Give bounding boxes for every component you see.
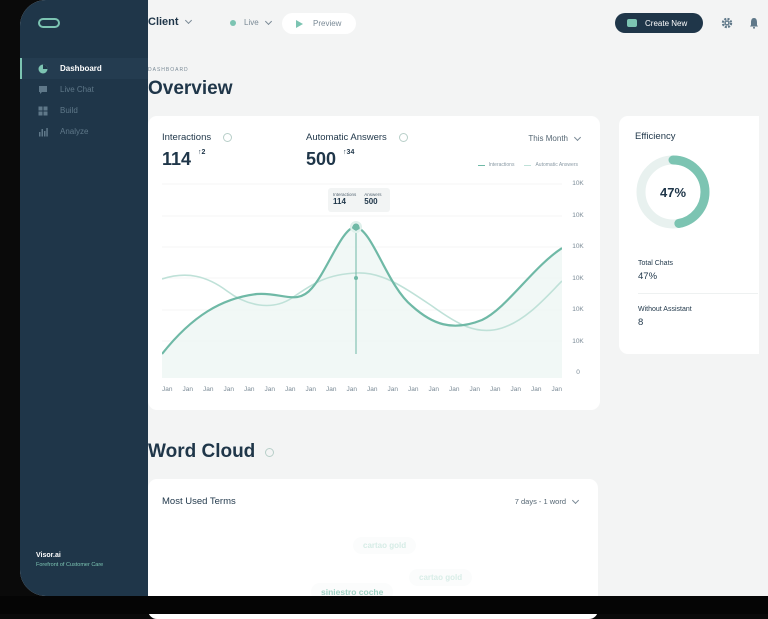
- y-axis: 10K 10K 10K 10K 10K 10K 0: [572, 180, 584, 376]
- sidebar-nav: Dashboard Live Chat Build Analyze: [20, 58, 148, 142]
- sidebar: Dashboard Live Chat Build Analyze Visor.…: [20, 0, 148, 596]
- metric-label: Automatic Answers: [306, 132, 387, 143]
- info-icon[interactable]: [398, 133, 408, 142]
- sidebar-item-live-chat[interactable]: Live Chat: [20, 79, 148, 100]
- pie-chart-icon: [38, 64, 48, 73]
- word-cloud-heading: Word Cloud: [148, 441, 275, 463]
- stat-without-assistant: Without Assistant 8: [638, 306, 692, 328]
- preview-button[interactable]: Preview: [282, 13, 356, 34]
- line-chart[interactable]: [162, 176, 562, 381]
- x-axis: Jan Jan Jan Jan Jan Jan Jan Jan Jan Jan Jan Ja…: [162, 386, 562, 393]
- word-term[interactable]: cartao gold: [409, 569, 473, 586]
- overview-chart-card: Interactions 114 ↑2 Automatic Answers 50…: [148, 116, 600, 410]
- new-chat-icon: [627, 19, 637, 27]
- sidebar-item-build[interactable]: Build: [20, 100, 148, 121]
- bar-chart-icon: [39, 127, 48, 136]
- brand: Visor.ai Forefront of Customer Care: [36, 552, 103, 568]
- chevron-down-icon: [573, 133, 582, 141]
- status-label: Live: [244, 18, 259, 27]
- status-selector[interactable]: Live: [230, 17, 272, 27]
- metric-delta: ↑2: [198, 149, 206, 156]
- sidebar-item-label: Build: [60, 106, 78, 115]
- top-bar: Client Live Preview Create New: [148, 0, 768, 46]
- sidebar-item-label: Live Chat: [60, 85, 94, 94]
- metric-value: 114: [162, 149, 192, 169]
- page-title: Overview: [148, 78, 233, 99]
- metric-interactions: Interactions 114 ↑2: [162, 132, 233, 170]
- word-cloud-range-dropdown[interactable]: 7 days - 1 word: [515, 496, 580, 506]
- preview-label: Preview: [313, 19, 342, 28]
- create-new-button[interactable]: Create New: [615, 13, 703, 33]
- logo-icon[interactable]: [38, 18, 60, 28]
- client-selector[interactable]: Client: [148, 16, 192, 28]
- chart-legend: Interactions Automatic Answers: [477, 162, 578, 168]
- chat-bubble-icon: [39, 85, 47, 94]
- divider: [638, 293, 758, 294]
- info-icon[interactable]: [265, 447, 275, 457]
- sidebar-item-label: Analyze: [60, 127, 89, 136]
- live-dot-icon: [230, 19, 236, 26]
- efficiency-card: Efficiency 47% Total Chats 47% Without A…: [619, 116, 759, 354]
- date-range-dropdown[interactable]: This Month: [528, 133, 582, 143]
- chart-tooltip: Interactions 114 Answers 500: [328, 188, 390, 212]
- word-cloud-card: Most Used Terms 7 days - 1 word cartao g…: [148, 479, 598, 619]
- sidebar-item-analyze[interactable]: Analyze: [20, 121, 148, 142]
- info-icon[interactable]: [223, 133, 233, 142]
- metric-value: 500: [306, 149, 337, 169]
- create-new-label: Create New: [645, 18, 688, 28]
- sidebar-item-dashboard[interactable]: Dashboard: [20, 58, 148, 79]
- metric-delta: ↑34: [343, 149, 355, 156]
- legend-item: Interactions: [477, 162, 514, 168]
- brand-tagline: Forefront of Customer Care: [36, 562, 104, 568]
- play-icon: [296, 19, 303, 28]
- efficiency-title: Efficiency: [635, 131, 676, 142]
- word-cloud-subtitle: Most Used Terms: [162, 496, 236, 507]
- screen-border: [0, 596, 768, 614]
- word-term[interactable]: cartao gold: [353, 537, 417, 554]
- metric-label: Interactions: [162, 132, 212, 143]
- chevron-down-icon: [184, 16, 192, 25]
- sidebar-item-label: Dashboard: [60, 64, 102, 73]
- efficiency-donut: [636, 155, 710, 229]
- brand-name: Visor.ai: [36, 552, 61, 559]
- date-range-label: This Month: [528, 134, 568, 143]
- client-label: Client: [148, 16, 179, 28]
- metric-automatic-answers: Automatic Answers 500 ↑34: [306, 132, 408, 170]
- chevron-down-icon: [264, 17, 272, 25]
- breadcrumb: DASHBOARD: [148, 67, 189, 73]
- stat-total-chats: Total Chats 47%: [638, 260, 674, 282]
- bell-icon[interactable]: [749, 17, 759, 29]
- grid-icon: [38, 106, 48, 115]
- gear-icon[interactable]: [721, 17, 733, 29]
- chevron-down-icon: [571, 496, 580, 504]
- legend-item: Automatic Answers: [524, 162, 578, 168]
- efficiency-percent: 47%: [659, 184, 687, 200]
